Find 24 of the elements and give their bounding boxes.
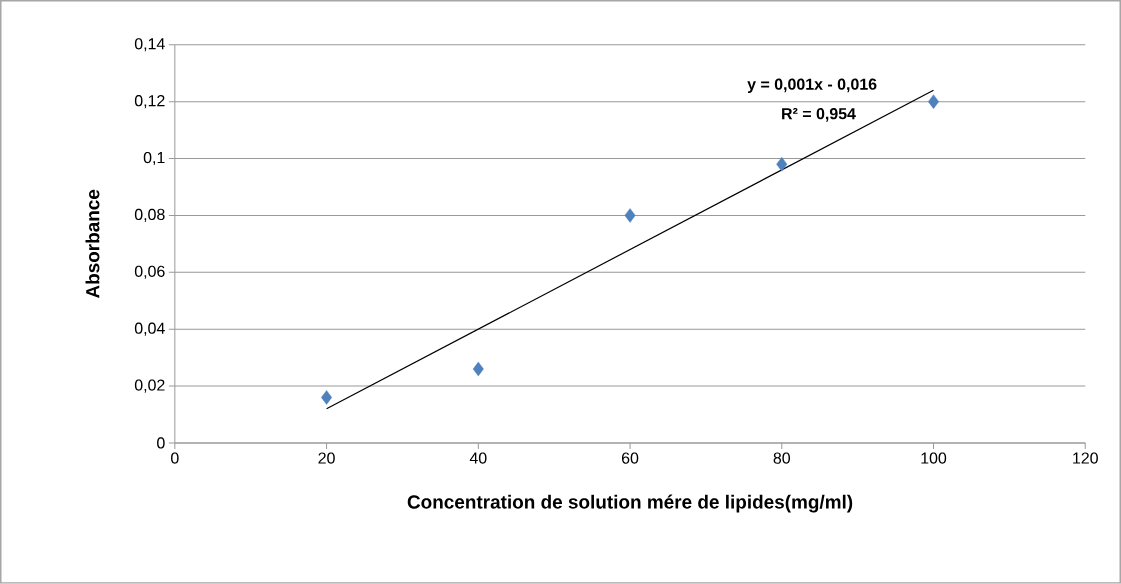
point (776, 157, 788, 172)
y-tick-label: 0,08 (134, 208, 165, 223)
y-tick-label: 0,1 (143, 152, 165, 166)
x-axis-title: Concentration de solution mére de lipides(mg/ml) (407, 494, 853, 513)
point (624, 208, 636, 223)
point (928, 94, 939, 109)
point (472, 361, 484, 377)
x-tick-label: 80 (773, 452, 791, 464)
x-tick-label: 60 (621, 452, 639, 464)
y-tick-label: 0,06 (134, 265, 165, 279)
x-tick-label: 40 (469, 452, 487, 464)
point (321, 390, 333, 405)
y-tick-label: 0,12 (134, 95, 165, 109)
x-tick-label: 100 (921, 452, 947, 464)
annotation: y = 0,001x - 0,016 (747, 78, 877, 94)
x-tick-label: 0 (171, 452, 179, 464)
x-tick-label: 120 (1073, 452, 1098, 464)
annotation: R² = 0,954 (782, 108, 856, 122)
y-tick-label: 0 (157, 437, 165, 449)
y-tick-label: 0,04 (134, 322, 165, 336)
y-tick-label: 0,02 (134, 379, 165, 393)
y-tick-label: 0,14 (134, 38, 165, 52)
y-axis-title: Absorbance (85, 189, 100, 299)
x-tick-label: 20 (318, 452, 335, 464)
